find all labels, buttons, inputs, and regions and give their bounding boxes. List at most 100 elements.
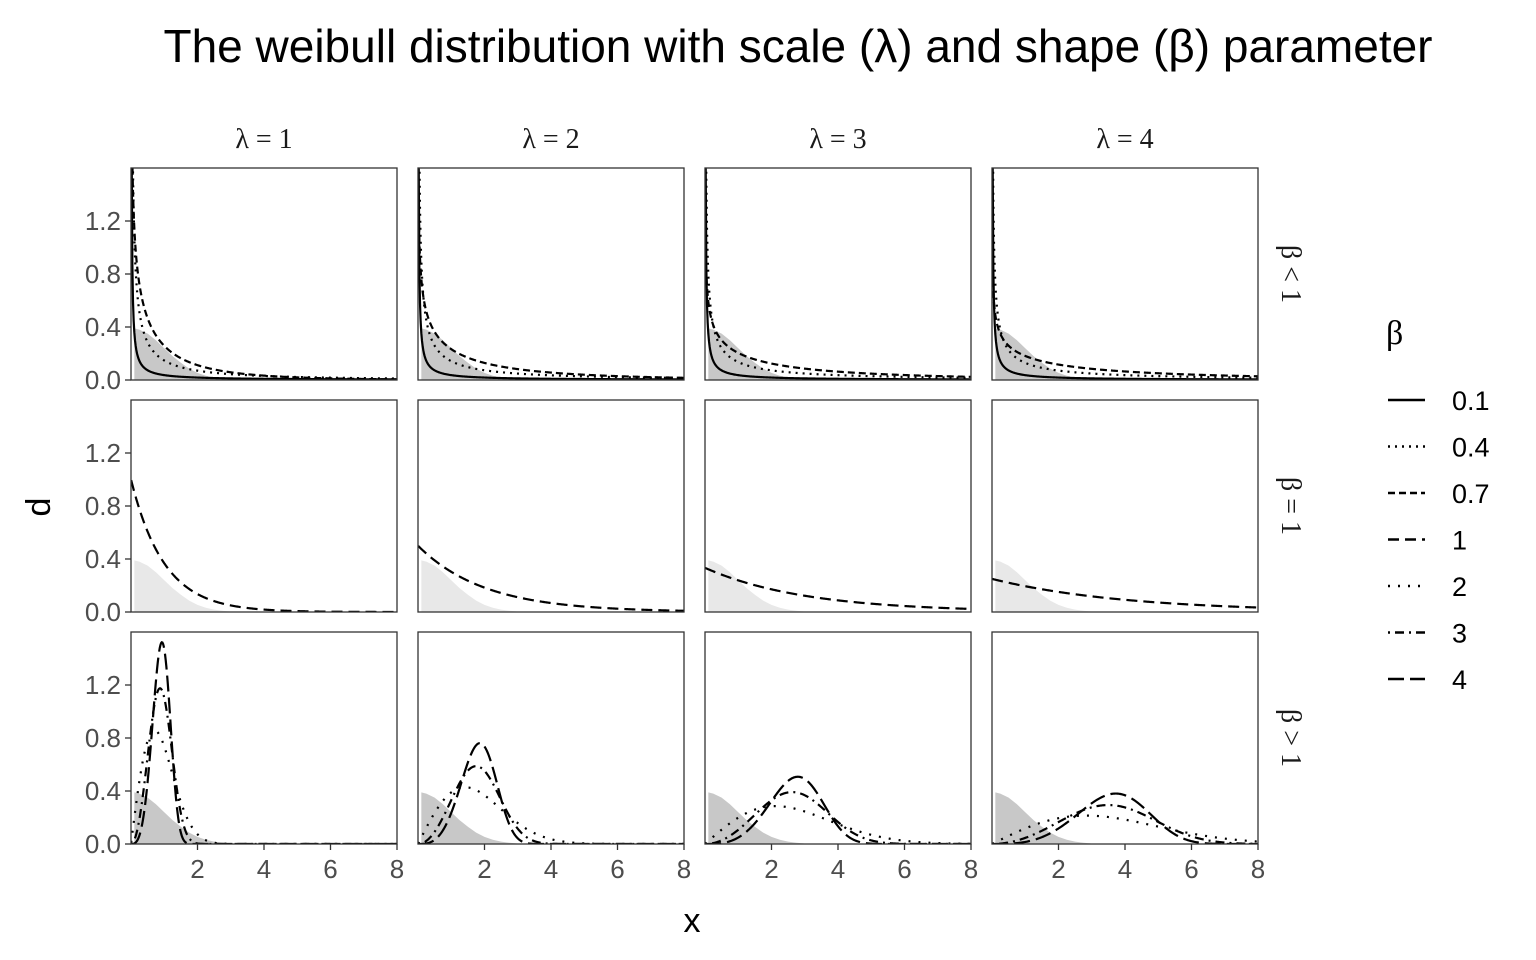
x-tick-label: 8 bbox=[1251, 854, 1265, 884]
x-tick-label: 4 bbox=[257, 854, 271, 884]
strip-label-row-2: β = 1 bbox=[1275, 477, 1306, 535]
x-tick-label: 6 bbox=[323, 854, 337, 884]
panel-border bbox=[704, 631, 972, 845]
legend: β 0.1 0.4 0.7 1 2 3 4 bbox=[1386, 315, 1490, 695]
panel-r2-c2: 2 4 6 8 bbox=[704, 631, 978, 884]
background-area bbox=[134, 560, 231, 612]
series-line-beta-4 bbox=[131, 641, 397, 844]
x-axis-title: x bbox=[684, 902, 701, 940]
panel-r2-c0: 0.0 0.4 0.8 1.2 2 4 6 8 bbox=[85, 631, 404, 884]
background-area bbox=[708, 792, 805, 844]
panel-border bbox=[704, 167, 972, 381]
series-line-beta-0_1 bbox=[705, 168, 971, 380]
y-tick-label: 0.4 bbox=[85, 312, 121, 342]
strip-label-col-2: λ = 2 bbox=[522, 124, 579, 155]
series-line-beta-0_4 bbox=[418, 168, 684, 380]
background-area bbox=[421, 792, 518, 844]
panel-r2-c1: 2 4 6 8 bbox=[417, 631, 691, 884]
panel-border bbox=[417, 631, 685, 845]
legend-label-1: 1 bbox=[1452, 526, 1467, 556]
strip-label-row-3: β > 1 bbox=[1275, 709, 1306, 767]
y-tick-label: 0.8 bbox=[85, 259, 121, 289]
series-line-beta-0_1 bbox=[131, 168, 397, 380]
x-tick-label: 6 bbox=[1184, 854, 1198, 884]
y-tick-label: 0.8 bbox=[85, 491, 121, 521]
y-tick-label: 1.2 bbox=[85, 670, 121, 700]
strip-label-row-1: β < 1 bbox=[1275, 245, 1306, 303]
series-line-beta-0_7 bbox=[418, 202, 684, 379]
panel-r0-c2 bbox=[704, 167, 972, 381]
panel-border bbox=[991, 167, 1259, 381]
panel-border bbox=[991, 399, 1259, 613]
y-tick-label: 1.2 bbox=[85, 206, 121, 236]
background-area bbox=[708, 328, 805, 380]
strip-label-col-4: λ = 4 bbox=[1096, 124, 1153, 155]
x-tick-label: 4 bbox=[1118, 854, 1132, 884]
series-line-beta-0_4 bbox=[992, 168, 1258, 379]
x-tick-label: 6 bbox=[897, 854, 911, 884]
panel-r1-c3 bbox=[991, 399, 1259, 613]
legend-label-0.1: 0.1 bbox=[1452, 386, 1490, 416]
series-line-beta-3 bbox=[992, 803, 1258, 844]
x-tick-label: 8 bbox=[677, 854, 691, 884]
panel-border bbox=[704, 399, 972, 613]
y-tick-label: 0.0 bbox=[85, 597, 121, 627]
background-area bbox=[421, 560, 518, 612]
y-tick-label: 0.0 bbox=[85, 365, 121, 395]
panel-r1-c1 bbox=[417, 399, 685, 613]
series-line-beta-0_1 bbox=[992, 168, 1258, 380]
panel-border bbox=[991, 631, 1259, 845]
panels: 0.0 0.4 0.8 1.2 0.0 0.4 0.8 1.2 0.0 0.4 0.8 1.2 2 4 6 8… bbox=[85, 124, 1306, 884]
background-area bbox=[421, 328, 518, 380]
background-area bbox=[995, 560, 1092, 612]
legend-label-0.7: 0.7 bbox=[1452, 479, 1490, 509]
series-line-beta-0_4 bbox=[131, 168, 397, 380]
x-tick-label: 2 bbox=[190, 854, 204, 884]
series-line-beta-0_7 bbox=[131, 168, 397, 380]
y-tick-label: 1.2 bbox=[85, 438, 121, 468]
legend-label-4: 4 bbox=[1452, 665, 1467, 695]
x-tick-label: 8 bbox=[390, 854, 404, 884]
legend-label-3: 3 bbox=[1452, 619, 1467, 649]
series-line-beta-0_1 bbox=[418, 168, 684, 380]
series-line-beta-1 bbox=[705, 566, 971, 611]
panel-r1-c0: 0.0 0.4 0.8 1.2 bbox=[85, 399, 398, 627]
x-tick-label: 4 bbox=[831, 854, 845, 884]
series-line-beta-0_7 bbox=[992, 269, 1258, 378]
background-area bbox=[708, 560, 805, 612]
y-tick-label: 0.8 bbox=[85, 723, 121, 753]
x-tick-label: 8 bbox=[964, 854, 978, 884]
strip-label-col-1: λ = 1 bbox=[235, 124, 292, 155]
background-area bbox=[134, 792, 231, 844]
series-line-beta-4 bbox=[705, 775, 971, 844]
chart-title: The weibull distribution with scale (λ) … bbox=[163, 20, 1432, 72]
background-area bbox=[995, 328, 1092, 380]
y-tick-label: 0.0 bbox=[85, 829, 121, 859]
series-line-beta-0_4 bbox=[705, 168, 971, 379]
panel-r0-c0: 0.0 0.4 0.8 1.2 bbox=[85, 167, 398, 395]
series-line-beta-1 bbox=[418, 545, 684, 612]
y-axis-title: d bbox=[20, 498, 58, 517]
panel-border bbox=[130, 399, 398, 613]
panel-r0-c1 bbox=[417, 167, 685, 381]
y-tick-label: 0.4 bbox=[85, 544, 121, 574]
x-tick-label: 4 bbox=[544, 854, 558, 884]
panel-border bbox=[417, 399, 685, 613]
x-tick-label: 6 bbox=[610, 854, 624, 884]
series-line-beta-1 bbox=[992, 577, 1258, 609]
panel-border bbox=[417, 167, 685, 381]
panel-r0-c3 bbox=[991, 167, 1259, 381]
panel-r1-c2 bbox=[704, 399, 972, 613]
panel-r2-c3: 2 4 6 8 bbox=[991, 631, 1265, 884]
series-line-beta-0_7 bbox=[705, 245, 971, 378]
legend-label-0.4: 0.4 bbox=[1452, 433, 1490, 463]
x-tick-label: 2 bbox=[1051, 854, 1065, 884]
y-tick-label: 0.4 bbox=[85, 776, 121, 806]
legend-label-2: 2 bbox=[1452, 572, 1467, 602]
legend-title: β bbox=[1386, 315, 1403, 352]
strip-label-col-3: λ = 3 bbox=[809, 124, 866, 155]
x-tick-label: 2 bbox=[477, 854, 491, 884]
panel-border bbox=[130, 167, 398, 381]
x-tick-label: 2 bbox=[764, 854, 778, 884]
